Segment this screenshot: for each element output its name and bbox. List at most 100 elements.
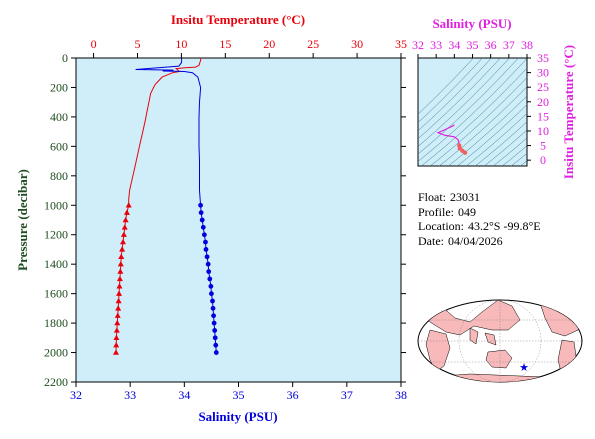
salinity-tick-label: 34: [178, 388, 190, 402]
pressure-tick-label: 1400: [44, 257, 68, 271]
pressure-tick-label: 2200: [44, 375, 68, 389]
location-label: Location:: [418, 219, 464, 234]
salinity-marker: [211, 313, 216, 319]
temperature-marker: [116, 275, 123, 282]
salinity-marker: [207, 276, 213, 282]
pressure-tick-label: 1600: [44, 287, 68, 301]
salinity-marker: [208, 283, 214, 289]
density-contour: [418, 58, 519, 155]
pressure-tick-label: 800: [50, 169, 68, 183]
ts-temperature-tick-label: 35: [537, 51, 549, 65]
salinity-marker: [210, 298, 215, 304]
density-contours: [418, 43, 595, 174]
ts-temperature-tick-label: 15: [537, 109, 549, 123]
temperature-axis-title: Insitu Temperature (°C): [171, 12, 305, 27]
float-id-row: Float: 23031: [418, 190, 541, 205]
temperature-marker: [119, 238, 126, 245]
salinity-tick-label: 37: [341, 388, 353, 402]
salinity-tick-label: 38: [395, 388, 407, 402]
profile-markers: [112, 202, 219, 355]
temperature-marker: [116, 290, 123, 296]
salinity-tick-label: 33: [124, 388, 136, 402]
temperature-tick-label: 10: [175, 37, 187, 51]
ts-salinity-tick-label: 37: [503, 38, 515, 52]
salinity-marker: [198, 210, 204, 216]
ts-salinity-tick-label: 32: [412, 38, 424, 52]
ts-salinity-tick-label: 34: [448, 38, 460, 52]
world-map: ★: [417, 299, 583, 383]
temperature-tick-label: 30: [351, 37, 363, 51]
pressure-tick-label: 1800: [44, 316, 68, 330]
salinity-marker: [200, 224, 206, 230]
salinity-marker: [206, 269, 212, 274]
location-row: Location: 43.2°S -99.8°E: [418, 219, 541, 234]
ts-temperature-axis-title: Insitu Temperature (°C): [561, 45, 576, 179]
salinity-marker: [205, 261, 211, 267]
density-contour: [519, 43, 595, 174]
ts-temperature-tick-label: 0: [540, 153, 546, 167]
ts-temperature-tick-label: 30: [537, 66, 549, 80]
density-contour: [418, 58, 501, 140]
salinity-marker: [198, 202, 203, 208]
temperature-marker: [123, 209, 130, 215]
ts-deep-marker: [462, 150, 468, 155]
salinity-tick-label: 35: [233, 388, 245, 402]
density-contour: [474, 121, 527, 166]
density-contour: [429, 77, 527, 166]
temperature-tick-label: 20: [263, 37, 275, 51]
salinity-marker: [199, 217, 205, 223]
ts-temperature-tick-label: 5: [540, 139, 546, 153]
temperature-marker: [125, 202, 132, 208]
ts-curve: [436, 124, 468, 155]
density-contour: [418, 58, 527, 162]
pressure-tick-label: 400: [50, 110, 68, 124]
ts-salinity-axis-title: Salinity (PSU): [432, 16, 511, 31]
float-id-value: 23031: [450, 190, 481, 204]
ts-temperature-tick-label: 10: [537, 124, 549, 138]
salinity-marker: [213, 342, 219, 348]
temperature-marker: [112, 349, 119, 355]
temperature-tick-label: 35: [395, 37, 407, 51]
ts-salinity-tick-label: 38: [521, 38, 533, 52]
temperature-marker: [118, 253, 125, 260]
temperature-marker: [113, 341, 120, 348]
temperature-marker: [114, 319, 121, 326]
float-info: Float: 23031 Profile: 049 Location: 43.2°S …: [418, 190, 541, 248]
salinity-marker: [212, 328, 218, 333]
profile-axes: 0200400600800100012001400160018002000220…: [44, 37, 407, 402]
temperature-marker: [116, 283, 123, 289]
temperature-marker: [113, 327, 120, 333]
density-contour: [501, 145, 527, 166]
location-value: 43.2°S -99.8°E: [467, 219, 541, 234]
density-contour: [483, 129, 527, 166]
salinity-marker: [211, 320, 217, 326]
density-contour: [420, 67, 527, 166]
float-id-label: Float:: [418, 190, 447, 204]
profile-value: 049: [458, 204, 476, 219]
density-contour: [418, 58, 474, 115]
salinity-tick-label: 36: [287, 388, 299, 402]
temperature-tick-label: 5: [134, 37, 140, 51]
density-contour: [519, 160, 527, 166]
temperature-marker: [117, 268, 124, 274]
salinity-marker: [213, 350, 219, 355]
density-contour: [418, 58, 483, 123]
temperature-marker: [121, 224, 128, 230]
date-row: Date: 04/04/2026: [418, 234, 541, 249]
ts-temperature-tick-label: 25: [537, 80, 549, 94]
ts-salinity-tick-label: 36: [485, 38, 497, 52]
date-label: Date:: [418, 233, 444, 248]
temperature-marker: [115, 297, 122, 304]
density-contour: [447, 95, 527, 166]
density-contour: [456, 104, 527, 166]
temperature-tick-label: 25: [307, 37, 319, 51]
pressure-tick-label: 200: [50, 80, 68, 94]
ts-temperature-tick-label: 20: [537, 95, 549, 109]
pressure-tick-label: 1200: [44, 228, 68, 242]
temperature-marker: [115, 305, 122, 311]
temperature-marker: [119, 246, 126, 252]
salinity-tick-label: 32: [70, 388, 82, 402]
temperature-tick-label: 15: [219, 37, 231, 51]
